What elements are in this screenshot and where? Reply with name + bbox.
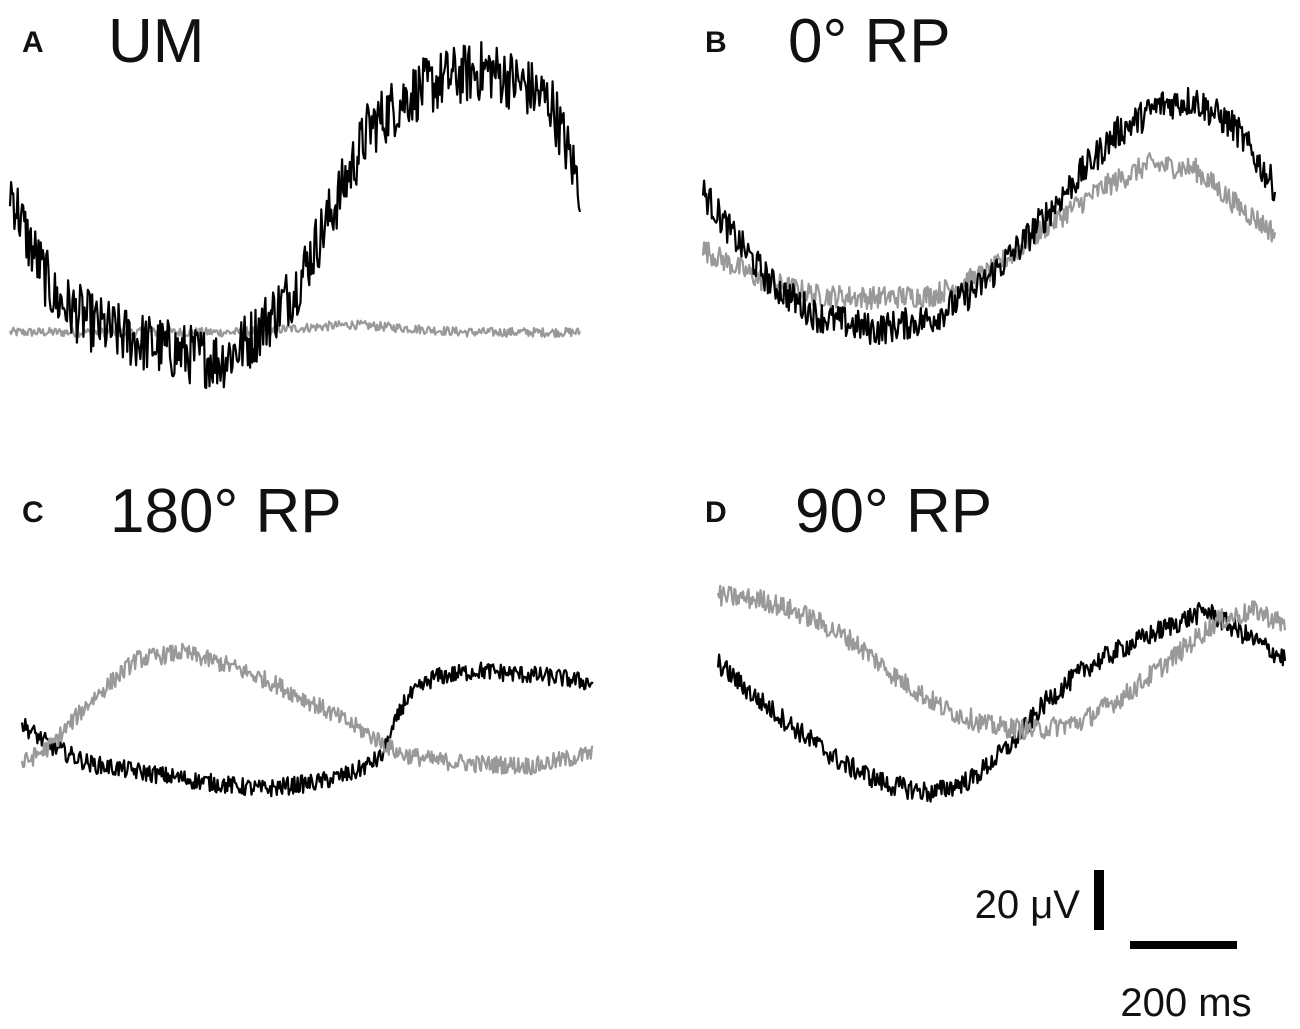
panel-b-traces: [701, 86, 1277, 345]
trace-black-series: [20, 661, 594, 798]
panel-c-traces: [20, 642, 594, 798]
panel-a-letter: A: [22, 26, 44, 59]
panel-b-letter: B: [705, 26, 727, 59]
panel-d-title: 90° RP: [795, 477, 992, 546]
trace-gray-series: [716, 584, 1287, 741]
panel-c-title: 180° RP: [110, 477, 342, 546]
panel-a-title: UM: [108, 7, 204, 76]
scale-bar-horizontal: [1130, 941, 1237, 949]
scale-bar: 20 μV 200 ms: [975, 870, 1252, 1025]
panel-d-traces: [716, 584, 1287, 803]
panel-d: D 90° RP: [705, 477, 1287, 803]
panel-c-letter: C: [22, 496, 44, 529]
scale-bar-vertical: [1094, 870, 1104, 930]
trace-gray-series: [701, 152, 1277, 311]
trace-gray-series: [20, 642, 594, 776]
scale-bar-vertical-label: 20 μV: [975, 883, 1081, 927]
trace-black-series: [701, 86, 1277, 345]
panel-b: B 0° RP: [701, 7, 1277, 345]
panel-c: C 180° RP: [20, 477, 594, 798]
trace-black-series: [716, 601, 1287, 803]
scale-bar-horizontal-label: 200 ms: [1120, 981, 1251, 1025]
trace-gray-series: [8, 319, 582, 338]
panel-b-title: 0° RP: [788, 7, 951, 76]
panel-d-letter: D: [705, 496, 727, 529]
panel-a: A UM: [8, 7, 582, 390]
panel-a-traces: [8, 41, 582, 390]
trace-black-series: [8, 41, 582, 390]
